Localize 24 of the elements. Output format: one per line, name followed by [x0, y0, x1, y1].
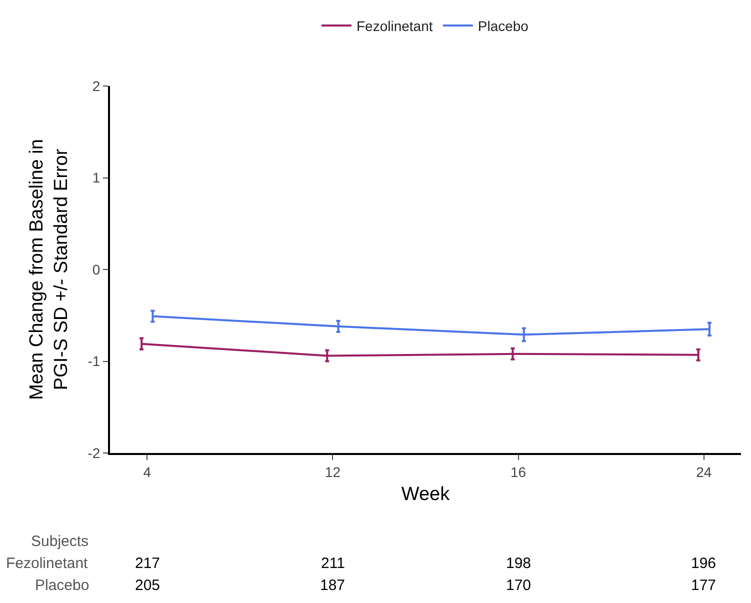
y-tick-label: 0	[92, 261, 100, 278]
text: 187	[320, 577, 346, 594]
x-axis-title: Week	[401, 484, 450, 506]
text: 217	[135, 555, 160, 572]
x-tick-label: 4	[143, 464, 152, 480]
y-tick-label: 1	[92, 170, 100, 186]
legend-label: Fezolinetant	[356, 18, 433, 34]
x-tick-label: 24	[696, 464, 712, 480]
y-tick-label: 2	[92, 78, 100, 94]
x-tick-label: 16	[510, 464, 526, 480]
y-tick-label: -2	[88, 444, 100, 461]
text: 198	[506, 555, 532, 572]
text: 177	[691, 577, 716, 594]
x-tick-label: 12	[324, 464, 341, 480]
text: Fezolinetant	[6, 555, 89, 572]
y-axis-title: Mean Change from Baseline in PGI-S SD +/- Standard Error	[26, 139, 72, 400]
text: 211	[321, 555, 345, 572]
text: 170	[506, 577, 532, 594]
text: Subjects	[31, 533, 89, 550]
text: 205	[135, 577, 160, 594]
y-tick-label: -1	[88, 353, 100, 370]
text: 196	[691, 555, 716, 572]
text: Placebo	[35, 577, 90, 594]
legend-label: Placebo	[478, 18, 529, 34]
